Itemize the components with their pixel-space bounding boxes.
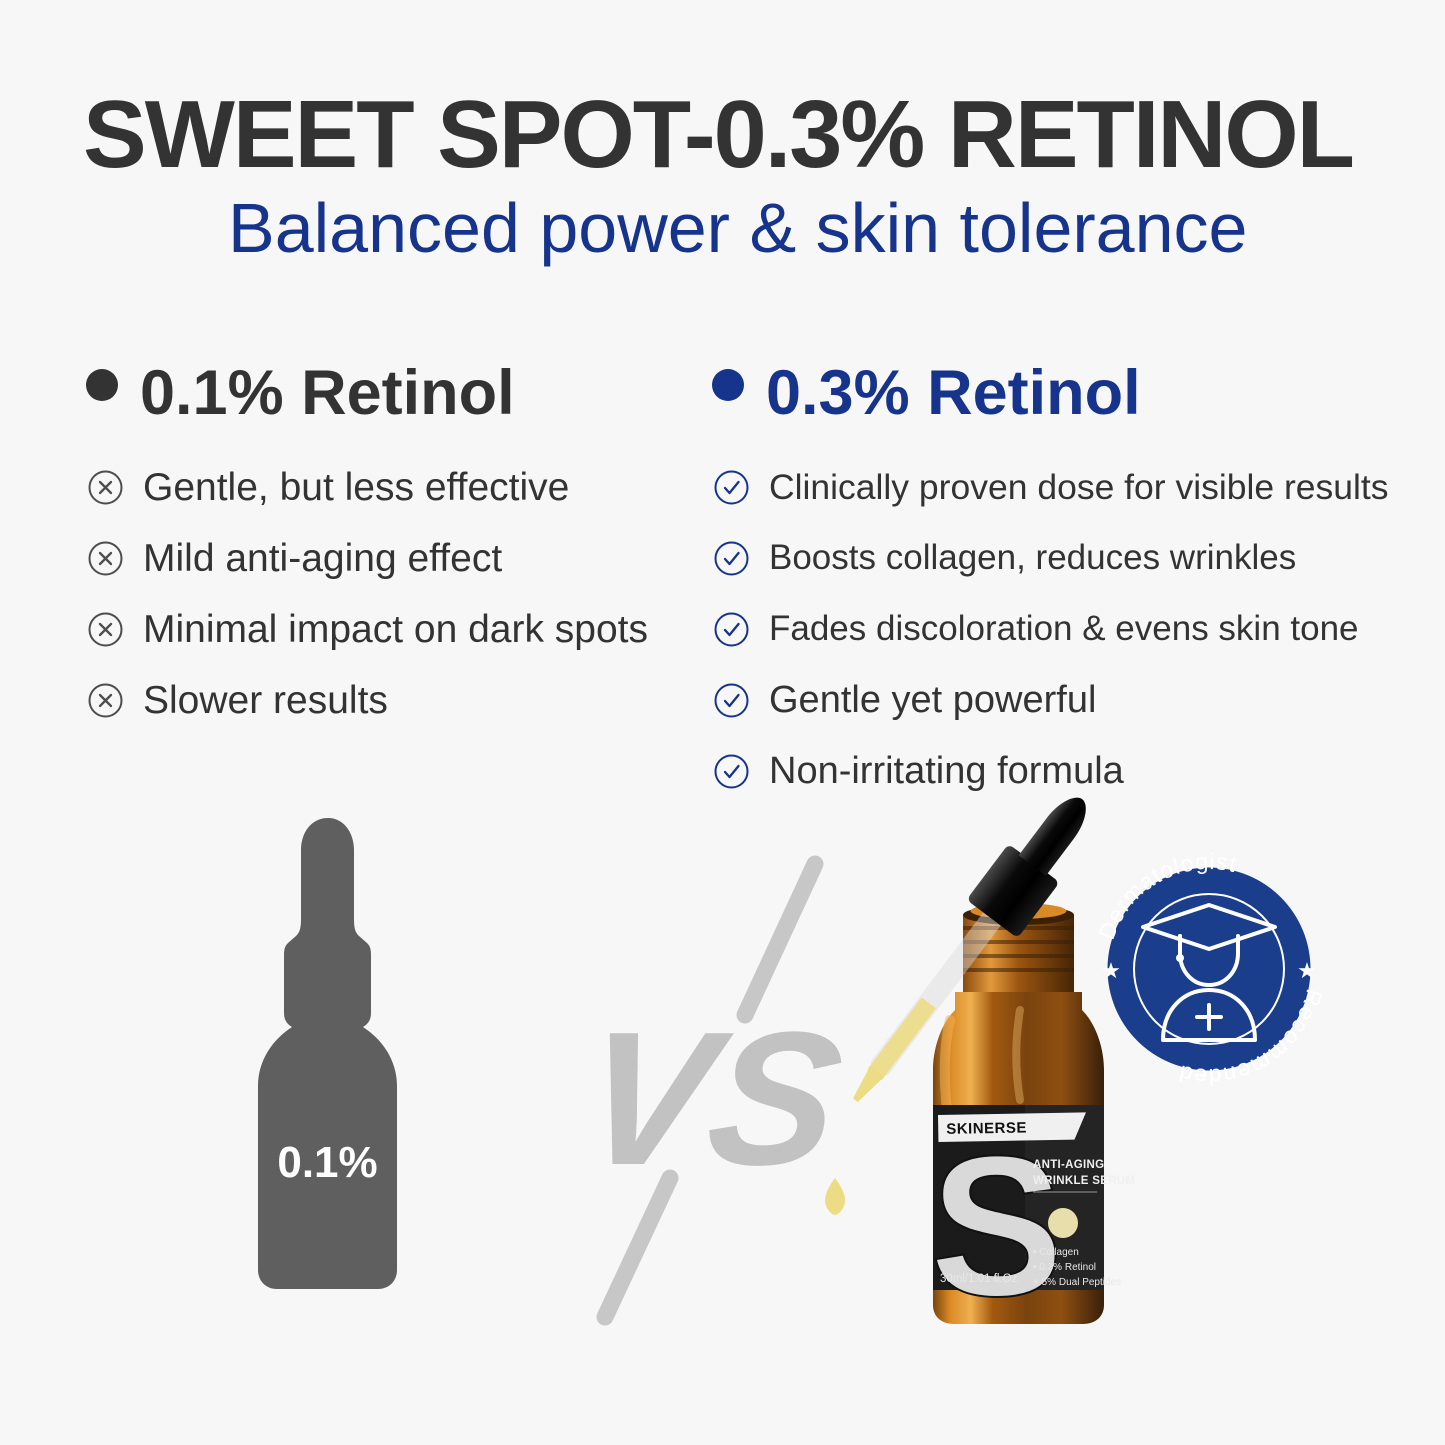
svg-text:★: ★ (1101, 958, 1121, 983)
svg-text:★: ★ (1297, 958, 1317, 983)
